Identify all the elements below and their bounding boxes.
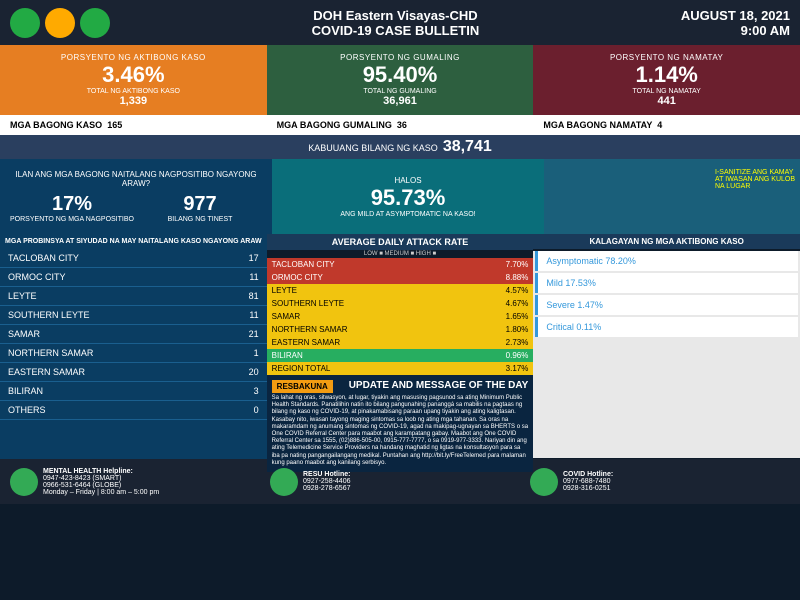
status-item: Critical 0.11% — [535, 317, 798, 337]
stat-died: PORSYENTO NG NAMATAY 1.14% TOTAL NG NAMA… — [533, 45, 800, 115]
attack-row: NORTHERN SAMAR1.80% — [267, 323, 534, 336]
province-row: OTHERS0 — [0, 401, 267, 420]
resu-icon — [270, 468, 298, 496]
bida-box: I-SANITIZE ANG KAMAY AT IWASAN ANG KULOB… — [544, 159, 800, 234]
lower-section: MGA PROBINSYA AT SIYUDAD NA MAY NAITALAN… — [0, 234, 800, 459]
logo-doh — [10, 8, 40, 38]
mid-section: ILAN ANG MGA BAGONG NAITALANG NAGPOSITIB… — [0, 159, 800, 234]
status-item: Severe 1.47% — [535, 295, 798, 315]
covid-icon — [530, 468, 558, 496]
province-row: SOUTHERN LEYTE11 — [0, 306, 267, 325]
attack-row: BILIRAN0.96% — [267, 349, 534, 362]
logos — [10, 8, 110, 38]
footer-covid: COVID Hotline:0977-688-74800928-316-0251 — [530, 468, 790, 496]
new-counts: MGA BAGONG KASO 165 MGA BAGONG GUMALING … — [0, 115, 800, 135]
province-row: NORTHERN SAMAR1 — [0, 344, 267, 363]
header-date: AUGUST 18, 2021 9:00 AM — [681, 8, 790, 38]
attack-row: REGION TOTAL3.17% — [267, 362, 534, 375]
stat-recovered: PORSYENTO NG GUMALING 95.40% TOTAL NG GU… — [267, 45, 534, 115]
total-cases: KABUUANG BILANG NG KASO 38,741 — [0, 135, 800, 159]
bulletin: DOH Eastern Visayas-CHD COVID-19 CASE BU… — [0, 0, 800, 600]
logo-ph — [45, 8, 75, 38]
attack-row: LEYTE4.57% — [267, 284, 534, 297]
message-box: RESBAKUNA UPDATE AND MESSAGE OF THE DAY … — [267, 375, 534, 472]
attack-row: EASTERN SAMAR2.73% — [267, 336, 534, 349]
stat-active: PORSYENTO NG AKTIBONG KASO 3.46% TOTAL N… — [0, 45, 267, 115]
status-item: Asymptomatic 78.20% — [535, 251, 798, 271]
province-row: BILIRAN3 — [0, 382, 267, 401]
attack-row: SOUTHERN LEYTE4.67% — [267, 297, 534, 310]
mild-box: HALOS 95.73% ANG MILD AT ASYMPTOMATIC NA… — [272, 159, 544, 234]
brain-icon — [10, 468, 38, 496]
province-table: MGA PROBINSYA AT SIYUDAD NA MAY NAITALAN… — [0, 234, 267, 459]
province-row: LEYTE81 — [0, 287, 267, 306]
header-title: DOH Eastern Visayas-CHD COVID-19 CASE BU… — [110, 8, 681, 38]
attack-rate: AVERAGE DAILY ATTACK RATE LOW ■ MEDIUM ■… — [267, 234, 534, 375]
logo-bida — [80, 8, 110, 38]
header: DOH Eastern Visayas-CHD COVID-19 CASE BU… — [0, 0, 800, 45]
status-item: Mild 17.53% — [535, 273, 798, 293]
attack-row: ORMOC CITY8.88% — [267, 271, 534, 284]
footer-mental: MENTAL HEALTH Helpline:0947-423-8423 (SM… — [10, 468, 270, 496]
province-row: TACLOBAN CITY17 — [0, 249, 267, 268]
attack-row: TACLOBAN CITY7.70% — [267, 258, 534, 271]
province-row: EASTERN SAMAR20 — [0, 363, 267, 382]
province-row: ORMOC CITY11 — [0, 268, 267, 287]
attack-row: SAMAR1.65% — [267, 310, 534, 323]
top-stats: PORSYENTO NG AKTIBONG KASO 3.46% TOTAL N… — [0, 45, 800, 115]
status-col: KALAGAYAN NG MGA AKTIBONG KASO Asymptoma… — [533, 234, 800, 459]
footer-resu: RESU Hotline:0927-258-44060928-278-6567 — [270, 468, 530, 496]
positivity-box: ILAN ANG MGA BAGONG NAITALANG NAGPOSITIB… — [0, 159, 272, 234]
province-row: SAMAR21 — [0, 325, 267, 344]
